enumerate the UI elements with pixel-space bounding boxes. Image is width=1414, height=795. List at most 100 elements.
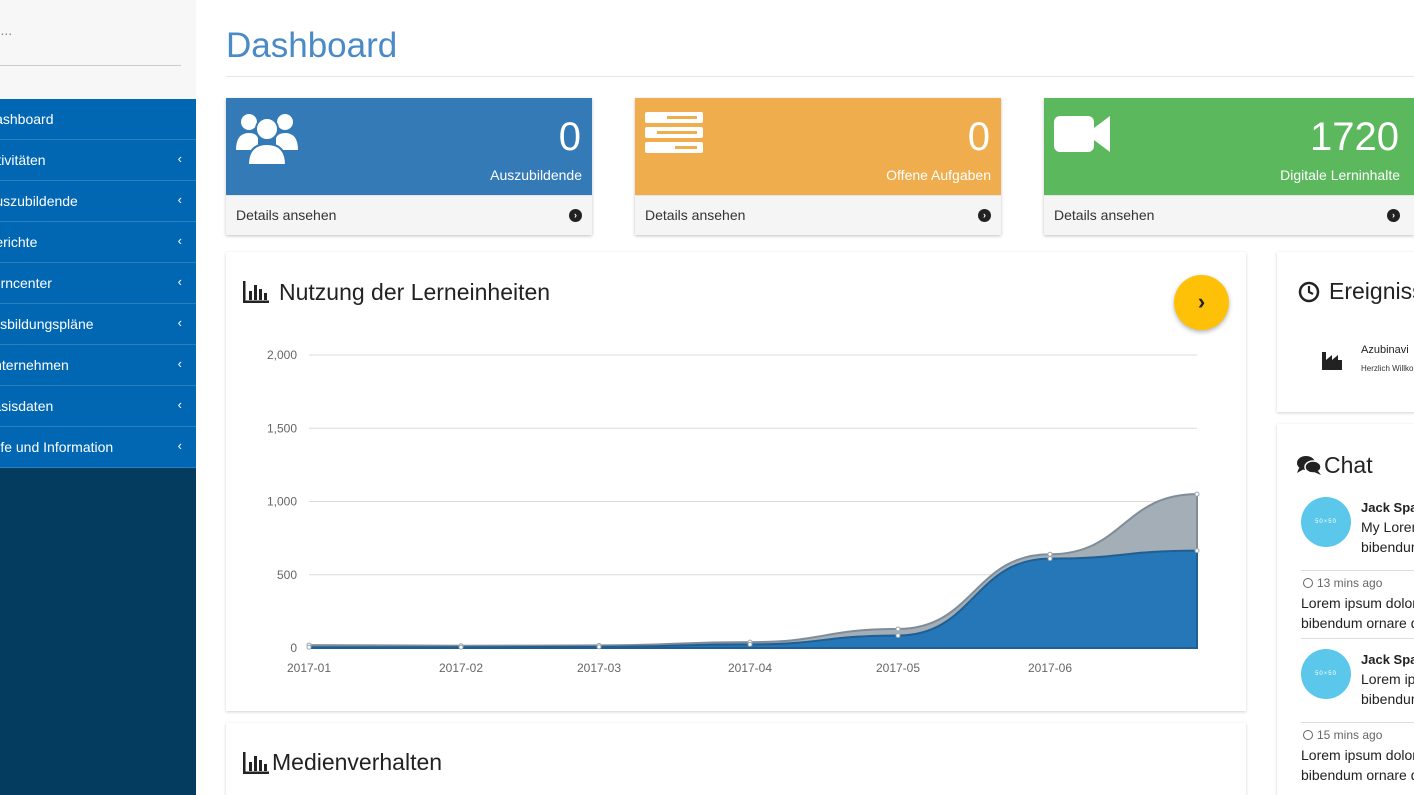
chevron-left-icon: ‹ (177, 356, 182, 371)
event-title: Azubinavi (1361, 344, 1409, 356)
sidebar-item-ausbildungsplaene[interactable]: Ausbildungspläne ‹ (0, 304, 196, 345)
details-link-label: Details ansehen (645, 207, 746, 223)
clock-icon (1298, 281, 1320, 303)
industry-icon (1322, 352, 1342, 370)
details-link[interactable]: Details ansehen › (635, 195, 1001, 235)
chat-message-line: bibendum ornare (1361, 539, 1414, 555)
chevron-left-icon: ‹ (177, 192, 182, 207)
chevron-left-icon: ‹ (177, 151, 182, 166)
stat-value: 0 (558, 115, 581, 159)
event-text: Herzlich Willkommen (1361, 364, 1414, 373)
sidebar-item-lerncenter[interactable]: Lerncenter ‹ (0, 263, 196, 304)
sidebar-item-label: Ausbildungspläne (0, 316, 94, 332)
media-panel: Medienverhalten (226, 723, 1246, 795)
bar-chart-icon (243, 281, 269, 303)
usage-chart: 0 500 1,000 1,500 2,000 2017-01 2017-02 2017-03… (267, 348, 1200, 675)
chevron-left-icon: ‹ (177, 315, 182, 330)
x-tick-label: 2017-06 (1028, 661, 1072, 675)
sidebar-search: Suchen... (0, 0, 196, 99)
stat-value: 1720 (1310, 115, 1399, 159)
panel-title: Medienverhalten (272, 749, 443, 775)
data-point (1047, 551, 1053, 557)
sidebar-nav: Dashboard Aktivitäten ‹ Auszubildende ‹ Be… (0, 99, 196, 468)
sidebar-item-label: Hilfe und Information (0, 439, 114, 455)
search-placeholder: Suchen... (0, 22, 13, 38)
chat-divider (1301, 722, 1414, 723)
y-tick-label: 0 (290, 641, 297, 655)
details-link-label: Details ansehen (1054, 207, 1155, 223)
chat-time-text: 15 mins ago (1317, 728, 1383, 742)
stat-card-header: 0 Auszubildende (226, 98, 592, 195)
stat-caption: Offene Aufgaben (886, 167, 991, 183)
data-point (1194, 548, 1200, 554)
data-point (1194, 491, 1200, 497)
panel-title: Chat (1324, 452, 1373, 478)
data-point (895, 633, 901, 639)
data-point (747, 641, 753, 647)
page-title: Dashboard (226, 26, 398, 65)
chat-timestamp: 13 mins ago (1303, 576, 1382, 590)
video-camera-icon (1054, 116, 1110, 152)
bar-chart-icon (243, 752, 269, 774)
chat-message-line: bibendum ornare dolor (1301, 615, 1414, 631)
x-tick-label: 2017-04 (728, 661, 772, 675)
arrow-circle-right-icon: › (1387, 209, 1400, 222)
stat-caption: Auszubildende (490, 167, 582, 183)
details-link[interactable]: Details ansehen › (1044, 195, 1414, 235)
clock-icon (1303, 578, 1313, 588)
sidebar-item-auszubildende[interactable]: Auszubildende ‹ (0, 181, 196, 222)
arrow-circle-right-icon: › (569, 209, 582, 222)
chat-divider (1301, 638, 1414, 639)
series-area (308, 549, 1198, 649)
sidebar-item-berichte[interactable]: Berichte ‹ (0, 222, 196, 263)
data-point (596, 644, 602, 650)
chat-time-text: 13 mins ago (1317, 576, 1383, 590)
users-icon (236, 114, 298, 166)
y-tick-label: 1,000 (267, 495, 297, 509)
sidebar-item-label: Unternehmen (0, 357, 69, 373)
sidebar-item-label: Lerncenter (0, 275, 52, 291)
sidebar-item-hilfe[interactable]: Hilfe und Information ‹ (0, 427, 196, 468)
chevron-left-icon: ‹ (177, 438, 182, 453)
sidebar-item-label: Berichte (0, 234, 38, 250)
data-point (306, 644, 312, 650)
arrow-circle-right-icon: › (978, 209, 991, 222)
sidebar-item-unternehmen[interactable]: Unternehmen ‹ (0, 345, 196, 386)
stat-card-header: 0 Offene Aufgaben (635, 98, 1001, 195)
chat-message-line: Lorem ipsum dolor sit amet, (1301, 595, 1414, 611)
chevron-left-icon: ‹ (177, 397, 182, 412)
chat-message-line: Lorem ipsum dolor sit amet, (1301, 747, 1414, 763)
comments-icon (1297, 456, 1321, 475)
search-input[interactable]: Suchen... (0, 22, 56, 38)
details-link[interactable]: Details ansehen › (226, 195, 592, 235)
usage-panel: Nutzung der Lerneinheiten › 0 500 1,000 1,5… (226, 252, 1246, 711)
sidebar-item-basisdaten[interactable]: Basisdaten ‹ (0, 386, 196, 427)
chat-message-line: My Lorem ipsum dolor sit amet, (1361, 519, 1414, 535)
sidebar-item-aktivitaeten[interactable]: Aktivitäten ‹ (0, 140, 196, 181)
stat-caption: Digitale Lerninhalte (1280, 167, 1400, 183)
x-tick-label: 2017-05 (876, 661, 920, 675)
tasks-icon (645, 112, 703, 153)
avatar: 50×50 (1301, 649, 1351, 699)
chat-message-line: Lorem ipsum dolor sit amet, (1361, 671, 1414, 687)
sidebar-item-label: Auszubildende (0, 193, 78, 209)
chevron-left-icon: ‹ (177, 233, 182, 248)
next-button[interactable]: › (1174, 275, 1229, 330)
stat-value: 0 (967, 115, 990, 159)
chat-panel: Chat 50×50 Jack Sparrow My Lorem ipsum d… (1277, 424, 1414, 795)
chat-divider (1301, 570, 1414, 571)
sidebar-item-label: Dashboard (0, 111, 54, 127)
stat-card-header: 1720 Digitale Lerninhalte (1044, 98, 1414, 195)
title-divider (226, 76, 1414, 77)
stat-card-digitale-lerninhalte: 1720 Digitale Lerninhalte Details ansehe… (1044, 98, 1414, 235)
x-tick-label: 2017-01 (287, 661, 331, 675)
y-tick-label: 500 (277, 568, 297, 582)
chevron-left-icon: ‹ (177, 274, 182, 289)
panel-title: Ereignisse (1329, 278, 1414, 304)
sidebar-item-dashboard[interactable]: Dashboard (0, 99, 196, 140)
data-point (458, 644, 464, 650)
events-panel: Ereignisse Azubinavi Herzlich Willkommen (1277, 252, 1414, 412)
stat-card-offene-aufgaben: 0 Offene Aufgaben Details ansehen › (635, 98, 1001, 235)
chat-timestamp: 15 mins ago (1303, 728, 1382, 742)
data-point (1047, 556, 1053, 562)
